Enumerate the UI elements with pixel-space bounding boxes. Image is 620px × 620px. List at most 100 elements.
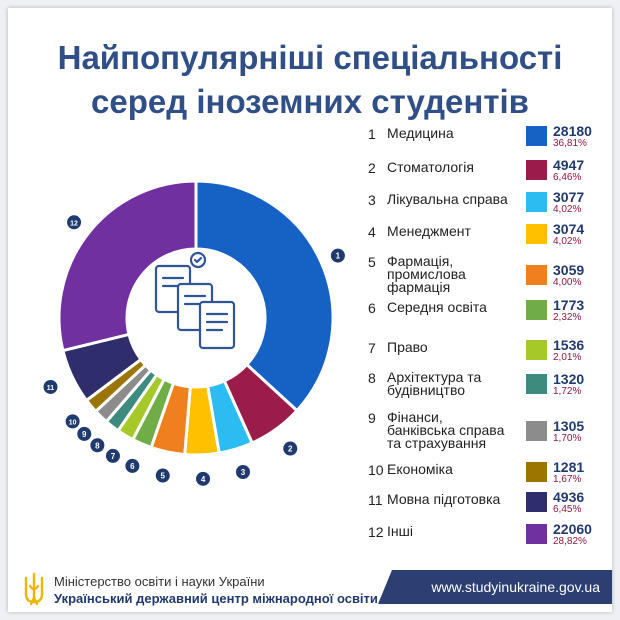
legend-label: Фармація, промислова фармація (387, 253, 522, 295)
slice-marker-6 (125, 458, 140, 473)
legend-swatch (526, 524, 547, 544)
slice-marker-label-11: 11 (47, 385, 55, 392)
legend-label-line: Мовна підготовка (387, 491, 501, 507)
legend-number: 8 (368, 370, 376, 386)
center-name: Український державний центр міжнародної … (54, 591, 378, 606)
slice-marker-12 (67, 215, 82, 230)
legend-swatch (526, 374, 547, 394)
legend-swatch (526, 224, 547, 244)
legend-label-line: Менеджмент (387, 223, 471, 239)
legend-value: 1281 (553, 459, 585, 475)
legend-percent: 6,45% (553, 504, 582, 515)
legend-label-line: Фармація, (387, 253, 454, 269)
legend-value: 1305 (553, 417, 585, 434)
legend-value: 3077 (553, 189, 585, 205)
legend-label-line: фармація (387, 279, 451, 295)
slice-marker-5 (155, 468, 170, 483)
legend-number: 1 (368, 126, 376, 142)
legend-number: 12 (368, 524, 384, 540)
legend-label-line: Економіка (387, 461, 453, 477)
legend-label: Стоматологія (387, 159, 522, 175)
legend-swatch (526, 160, 547, 180)
legend-label: Економіка (387, 461, 522, 477)
slice-marker-label-3: 3 (241, 468, 246, 477)
legend-label: Менеджмент (387, 223, 522, 239)
legend-percent: 36,81% (553, 138, 587, 149)
legend-swatch (526, 126, 547, 146)
legend-number: 9 (368, 410, 376, 426)
slice-marker-7 (105, 448, 120, 463)
slice-marker-label-10: 10 (69, 419, 77, 426)
legend-value: 1320 (553, 371, 585, 387)
legend-label: Мовна підготовка (387, 491, 522, 507)
legend-label-line: Право (387, 339, 428, 355)
trident-emblem-icon (24, 572, 44, 606)
slice-marker-label-6: 6 (130, 462, 135, 471)
legend-label: Лікувальна справа (387, 191, 522, 207)
legend-label-line: Стоматологія (387, 159, 474, 175)
slice-marker-3 (235, 464, 250, 479)
ministry-name: Міністерство освіти і науки України (54, 574, 265, 589)
slice-marker-1 (330, 248, 345, 263)
legend-label-line: Архітектура та (387, 369, 482, 385)
slice-marker-label-2: 2 (288, 445, 293, 454)
legend-value: 3059 (553, 261, 585, 278)
infographic: Найпопулярніші спеціальності серед інозе… (8, 8, 612, 612)
slice-marker-9 (77, 426, 92, 441)
legend-value: 1536 (553, 337, 585, 353)
legend-swatch (526, 340, 547, 360)
legend-value: 4947 (553, 157, 585, 173)
legend-label-line: будівництво (387, 382, 466, 398)
slice-marker-2 (283, 441, 298, 456)
legend-label-line: банківська справа (387, 422, 505, 438)
legend-swatch (526, 192, 547, 212)
legend-label: Архітектура та будівництво (387, 369, 522, 398)
legend-swatch (526, 264, 547, 285)
legend-number: 2 (368, 160, 376, 176)
slice-marker-10 (65, 414, 80, 429)
legend-percent: 1,72% (553, 386, 582, 397)
legend-label: Право (387, 339, 522, 355)
slice-marker-label-9: 9 (82, 430, 87, 439)
legend-value: 3074 (553, 221, 585, 237)
slice-marker-label-5: 5 (161, 472, 166, 481)
legend-value: 1773 (553, 297, 585, 313)
legend-percent: 1,67% (553, 474, 582, 485)
slice-12 (57, 179, 198, 353)
legend-label-line: та страхування (387, 435, 487, 451)
slice-marker-8 (90, 438, 105, 453)
legend-percent: 4,00% (553, 276, 582, 288)
legend-value: 22060 (553, 521, 592, 537)
legend-percent: 4,02% (553, 236, 582, 247)
slice-marker-4 (196, 471, 211, 486)
legend-number: 5 (368, 254, 376, 270)
legend-value: 4936 (553, 489, 585, 505)
legend-percent: 4,02% (553, 204, 582, 215)
diploma-icon (154, 251, 236, 350)
legend-label-line: Середня освіта (387, 299, 487, 315)
legend-number: 3 (368, 192, 376, 208)
site-bar-notch (378, 570, 392, 604)
legend-number: 11 (368, 492, 383, 508)
slice-marker-label-1: 1 (336, 252, 341, 261)
slice-marker-label-4: 4 (201, 475, 206, 484)
legend-label: Фінанси, банківська справа та страхування (387, 410, 522, 451)
slice-marker-11 (43, 379, 58, 394)
legend-label-line: промислова (387, 266, 466, 282)
legend-swatch (526, 462, 547, 482)
title-line-1: Найпопулярніші спеціальності (57, 39, 563, 76)
legend-number: 6 (368, 300, 376, 316)
slice-marker-label-8: 8 (95, 441, 100, 450)
legend-label-line: Інші (387, 523, 413, 539)
website-link[interactable]: www.studyinukraine.gov.ua (392, 570, 612, 604)
legend-label-line: Лікувальна справа (387, 191, 508, 207)
slice-marker-label-12: 12 (70, 220, 78, 227)
legend-number: 4 (368, 224, 376, 240)
footer: Міністерство освіти і науки України Укра… (8, 564, 612, 612)
legend-value: 28180 (553, 123, 592, 139)
legend-label-line: Медицина (387, 125, 454, 141)
page-title: Найпопулярніші спеціальності серед інозе… (8, 36, 612, 124)
legend-percent: 2,32% (553, 312, 582, 323)
legend-swatch (526, 300, 547, 320)
